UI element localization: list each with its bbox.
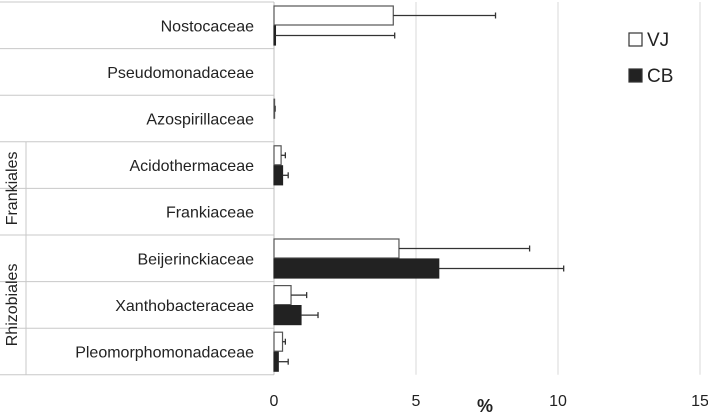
bar-vj <box>273 145 282 166</box>
legend-label-vj: VJ <box>647 30 669 51</box>
x-axis-label: % <box>477 396 493 413</box>
grid-lines <box>415 2 701 375</box>
bar-cb <box>273 258 440 279</box>
bar-vj <box>273 5 394 26</box>
x-tick-label: 0 <box>270 393 279 410</box>
x-tick-label: 15 <box>691 393 708 410</box>
bar-vj <box>273 285 292 306</box>
category-frame <box>0 1 275 376</box>
group-label-rhizobiales: Rhizobiales <box>4 264 21 347</box>
legend-label-cb: CB <box>647 66 673 87</box>
category-label: Beijerinckiaceae <box>137 251 254 268</box>
x-tick-label: 10 <box>549 393 567 410</box>
x-axis: 0 5 10 15 <box>270 393 708 410</box>
bar-vj <box>273 331 284 352</box>
legend: VJ CB <box>628 30 673 87</box>
category-label: Acidothermaceae <box>129 158 254 175</box>
legend-swatch-cb <box>628 68 643 83</box>
bar-vj <box>273 98 276 119</box>
bar-cb <box>273 305 302 326</box>
legend-swatch-vj <box>628 32 643 47</box>
group-labels: Frankiales Rhizobiales <box>4 151 21 346</box>
bar-cb <box>273 351 279 372</box>
bars-layer <box>273 5 565 372</box>
category-label: Frankiaceae <box>166 205 254 222</box>
category-label: Azospirillaceae <box>146 112 254 129</box>
group-label-frankiales: Frankiales <box>4 151 21 225</box>
category-label: Pseudomonadaceae <box>107 65 254 82</box>
category-labels: Nostocaceae Pseudomonadaceae Azospirillace… <box>75 18 254 361</box>
bar-cb <box>273 25 277 46</box>
x-tick-label: 5 <box>412 393 421 410</box>
category-label: Nostocaceae <box>161 18 254 35</box>
category-label: Pleomorphomonadaceae <box>75 345 254 362</box>
category-label: Xanthobacteraceae <box>115 298 254 315</box>
bar-vj <box>273 238 400 259</box>
bar-cb <box>273 165 284 186</box>
